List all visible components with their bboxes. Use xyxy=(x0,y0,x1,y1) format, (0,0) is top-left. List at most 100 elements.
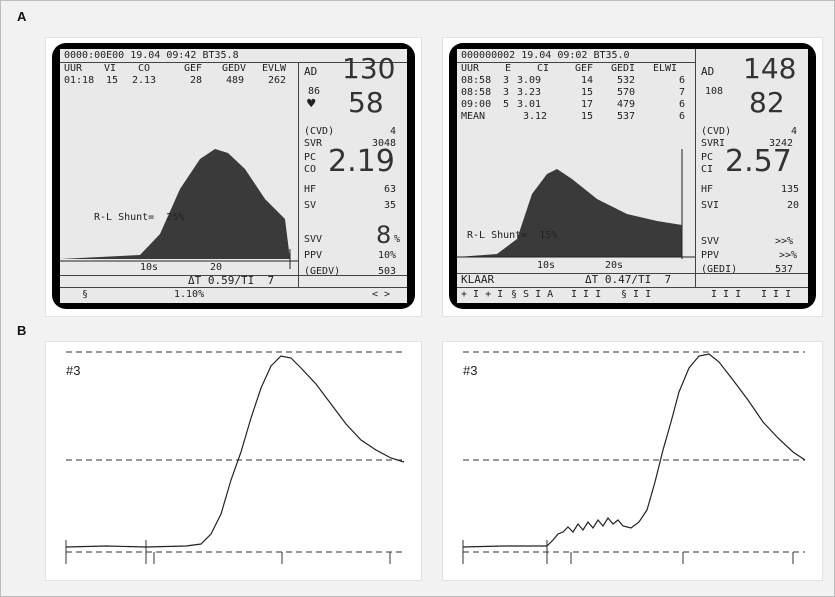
col-elwi: ELWI xyxy=(653,63,678,74)
gedi-value: 537 xyxy=(775,264,794,275)
row-evlw: 262 xyxy=(268,75,287,86)
svv-label: SVV xyxy=(701,236,720,247)
heart-icon: ♥ xyxy=(307,96,316,112)
svv-value: 8 xyxy=(376,221,392,249)
monitor-screen-right: 000000002 19.04 09:02 BT35.0 UUR E CI GE… xyxy=(457,49,808,303)
row3-e: 5 xyxy=(503,99,510,110)
row2-gedi: 570 xyxy=(617,87,636,98)
ppv-value: 10% xyxy=(378,250,397,261)
monitor-header: 000000002 19.04 09:02 BT35.0 xyxy=(461,50,630,61)
svv-value: >>% xyxy=(775,236,794,247)
co-label: CO xyxy=(304,164,317,175)
pc-label: PC xyxy=(701,152,714,163)
ad-value: 130 xyxy=(342,52,396,85)
sv-value: 35 xyxy=(384,200,397,211)
sv-label: SV xyxy=(304,200,317,211)
cvd-label: (CVD) xyxy=(304,126,335,137)
monitor-panel-left: 0000:00E00 19.04 09:42 BT35.8 UUR VI CO … xyxy=(45,37,422,317)
row1-time: 08:58 xyxy=(461,75,492,86)
footer-item-2: § S I A xyxy=(511,289,554,300)
svri-value: 3242 xyxy=(769,138,794,149)
col-gef: GEF xyxy=(184,63,203,74)
mean-elwi: 6 xyxy=(679,111,686,122)
curve-panel-left: #3 xyxy=(45,341,422,581)
row1-elwi: 6 xyxy=(679,75,686,86)
footer-item-3: I I I xyxy=(571,289,602,300)
row3-time: 09:00 xyxy=(461,99,492,110)
dilution-curve-right xyxy=(462,351,806,564)
axis-label-20: 20s xyxy=(605,260,624,271)
row2-e: 3 xyxy=(503,87,510,98)
curve-panel-right: #3 xyxy=(442,341,823,581)
svr-value: 3048 xyxy=(372,138,397,149)
svi-label: SVI xyxy=(701,200,720,211)
pc-label: PC xyxy=(304,152,317,163)
ppv-value: >>% xyxy=(779,250,798,261)
row3-ci: 3.01 xyxy=(517,99,542,110)
column-divider xyxy=(695,49,696,287)
cvd-value: 4 xyxy=(390,126,397,137)
status-divider xyxy=(457,273,808,274)
gedi-label: (GEDI) xyxy=(701,264,738,275)
row-co: 2.13 xyxy=(132,75,157,86)
hf-value: 135 xyxy=(781,184,800,195)
footer-item-1: § xyxy=(82,289,89,300)
svri-label: SVRI xyxy=(701,138,726,149)
monitor-screen-left: 0000:00E00 19.04 09:42 BT35.8 UUR VI CO … xyxy=(60,49,407,303)
gedv-label: (GEDV) xyxy=(304,266,341,277)
header-divider xyxy=(60,62,407,63)
hf-value: 63 xyxy=(384,184,397,195)
shunt-text: R-L Shunt= 25% xyxy=(94,212,185,223)
footer-divider xyxy=(60,287,407,288)
row-time: 01:18 xyxy=(64,75,95,86)
status-text: KLAAR xyxy=(461,273,495,286)
curve-label: #3 xyxy=(66,363,81,378)
row1-e: 3 xyxy=(503,75,510,86)
svi-value: 20 xyxy=(787,200,800,211)
col-co: CO xyxy=(138,63,151,74)
thermodilution-curve-right xyxy=(457,149,695,259)
mean-gef: 15 xyxy=(581,111,594,122)
row2-ci: 3.23 xyxy=(517,87,542,98)
row2-elwi: 7 xyxy=(679,87,686,98)
row-vi: 15 xyxy=(106,75,119,86)
delta-t: ΔT 0.59/TI 7 xyxy=(188,274,275,287)
row-gedv: 489 xyxy=(226,75,245,86)
col-uur: UUR xyxy=(64,63,83,74)
hf-label: HF xyxy=(304,184,317,195)
svr-label: SVR xyxy=(304,138,323,149)
mean-gedi: 537 xyxy=(617,111,636,122)
ad-small-value: 86 xyxy=(308,86,321,97)
monitor-panel-right: 000000002 19.04 09:02 BT35.0 UUR E CI GE… xyxy=(442,37,823,317)
mean-label: MEAN xyxy=(461,111,486,122)
row1-gef: 14 xyxy=(581,75,594,86)
ad-label: AD xyxy=(701,65,715,78)
status-divider xyxy=(60,275,407,276)
footer-item-6: I I I xyxy=(761,289,792,300)
pulse-value: 58 xyxy=(348,86,384,119)
monitor-header: 0000:00E00 19.04 09:42 BT35.8 xyxy=(64,50,239,61)
cvd-label: (CVD) xyxy=(701,126,732,137)
hf-label: HF xyxy=(701,184,714,195)
row1-gedi: 532 xyxy=(617,75,636,86)
col-gedi: GEDI xyxy=(611,63,636,74)
delta-t: ΔT 0.47/TI 7 xyxy=(585,273,672,286)
dilution-curve xyxy=(462,353,806,548)
col-e: E xyxy=(505,63,512,74)
ppv-label: PPV xyxy=(304,250,323,261)
ad-label: AD xyxy=(304,65,318,78)
curve-label: #3 xyxy=(463,363,478,378)
monitor-left: 0000:00E00 19.04 09:42 BT35.8 UUR VI CO … xyxy=(52,43,415,309)
ad-small-value: 108 xyxy=(705,86,724,97)
col-vi: VI xyxy=(104,63,117,74)
axis-label-10: 10s xyxy=(140,262,159,273)
col-gedv: GEDV xyxy=(222,63,247,74)
pulse-value: 82 xyxy=(749,86,785,119)
ad-value: 148 xyxy=(743,52,797,85)
svv-unit: % xyxy=(394,234,401,245)
cvd-value: 4 xyxy=(791,126,798,137)
monitor-right: 000000002 19.04 09:02 BT35.0 UUR E CI GE… xyxy=(449,43,816,309)
axis-label-10: 10s xyxy=(537,260,556,271)
footer-divider xyxy=(457,287,808,288)
footer-item-2: 1.10% xyxy=(174,289,205,300)
